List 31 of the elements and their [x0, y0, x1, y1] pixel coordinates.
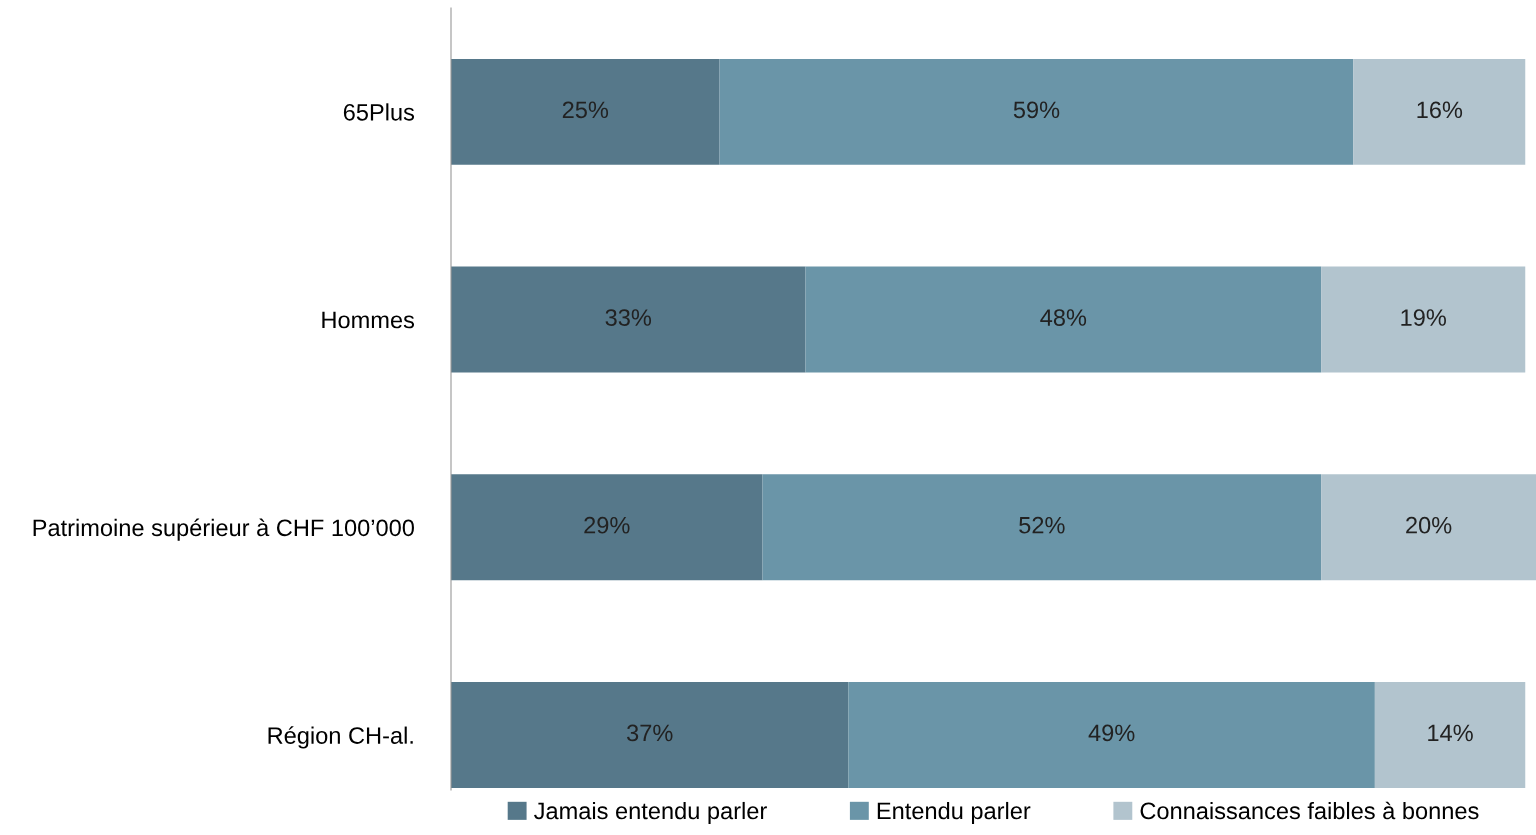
legend-label: Connaissances faibles à bonnes: [1140, 801, 1479, 820]
bar: [1321, 266, 1526, 373]
y-tick-label: Hommes: [322, 311, 415, 329]
bar: [1321, 474, 1536, 581]
data-label: 49%: [1088, 724, 1135, 742]
bar: [762, 474, 1322, 581]
y-tick-label: Patrimoine supérieur à CHF 100’000: [33, 518, 414, 541]
bar: [1353, 58, 1526, 165]
data-label: 52%: [1019, 516, 1065, 534]
bar: [719, 58, 1354, 165]
y-tick-label: Région CH-al.: [268, 726, 413, 749]
y-tick-label: 65Plus: [343, 103, 415, 121]
bar: [451, 266, 806, 373]
data-label: 25%: [562, 101, 609, 119]
bar: [451, 474, 763, 581]
data-label: 37%: [627, 724, 673, 742]
data-label: 14%: [1428, 724, 1473, 742]
data-label: 20%: [1406, 516, 1452, 534]
data-label: 16%: [1417, 101, 1463, 119]
legend-label: Jamais entendu parler: [534, 801, 767, 824]
bar: [848, 681, 1375, 788]
data-label: 19%: [1401, 309, 1446, 326]
data-label: 48%: [1040, 309, 1087, 326]
bar: [451, 681, 849, 788]
bar: [1374, 681, 1526, 788]
legend-label: Entendu parler: [877, 801, 1031, 824]
data-label: 59%: [1013, 101, 1060, 119]
bar: [805, 266, 1322, 373]
data-label: 33%: [605, 309, 652, 326]
data-label: 29%: [584, 516, 630, 534]
bar: [451, 58, 720, 165]
